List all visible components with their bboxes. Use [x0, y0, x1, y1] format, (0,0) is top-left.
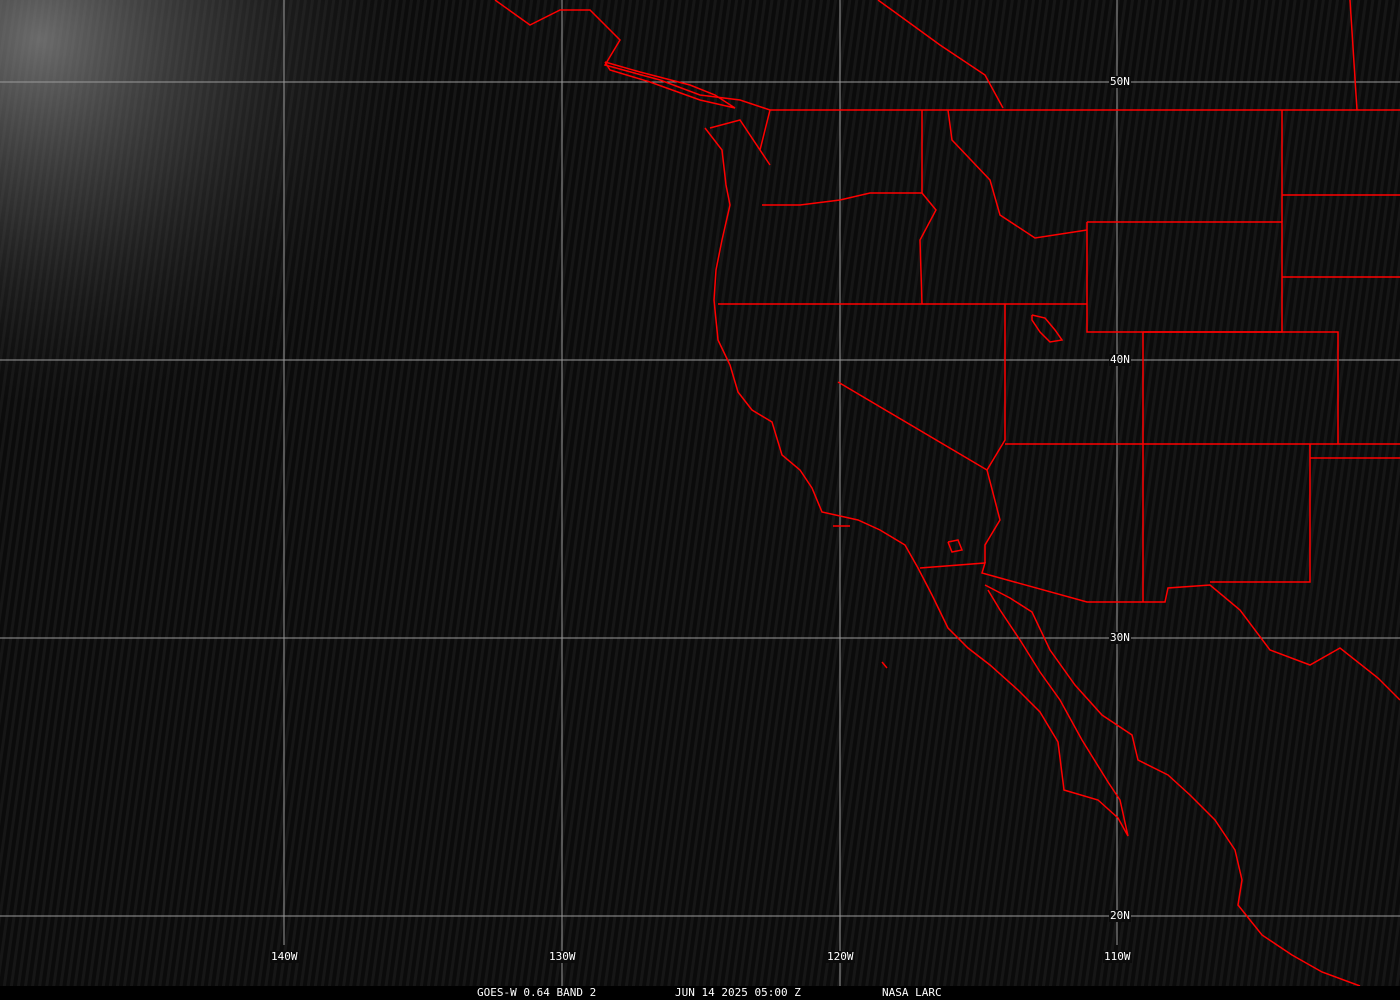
lat-label-30n: 30N [1109, 631, 1131, 644]
lon-label-110w: 110W [1103, 950, 1132, 963]
caption-product: GOES-W 0.64 BAND 2 [477, 986, 597, 999]
vancouver-island [604, 61, 736, 109]
guadalupe-island [881, 661, 888, 669]
great-salt-lake [1031, 314, 1064, 343]
lat-label-50n: 50N [1109, 75, 1131, 88]
lon-label-140w: 140W [270, 950, 299, 963]
utah-colorado [1143, 331, 1339, 444]
ca-nv-diagonal [837, 381, 988, 471]
idaho-montana-border [947, 109, 1088, 239]
caption-datetime: JUN 14 2025 05:00 Z [675, 986, 801, 999]
salton-sea [947, 539, 964, 553]
canada-province-line [1349, 0, 1358, 111]
gulf-coast-mainland [984, 584, 1361, 987]
lat-label-20n: 20N [1109, 909, 1131, 922]
cloud-cover [0, 0, 800, 800]
nm-east-border [1210, 444, 1311, 583]
caption-source: NASA LARC [882, 986, 942, 999]
image-caption-bar: GOES-W 0.64 BAND 2 JUN 14 2025 05:00 Z N… [0, 986, 1400, 1000]
canada-coast [494, 0, 771, 166]
bc-alberta-border [877, 0, 1004, 109]
lat-label-40n: 40N [1109, 353, 1131, 366]
wa-or-border [762, 192, 937, 305]
lon-label-130w: 130W [548, 950, 577, 963]
pacific-coastline [704, 127, 1129, 837]
political-boundaries [494, 0, 1400, 987]
us-mexico-border [919, 562, 1400, 701]
ca-nv-border [984, 304, 1006, 563]
lon-label-120w: 120W [826, 950, 855, 963]
